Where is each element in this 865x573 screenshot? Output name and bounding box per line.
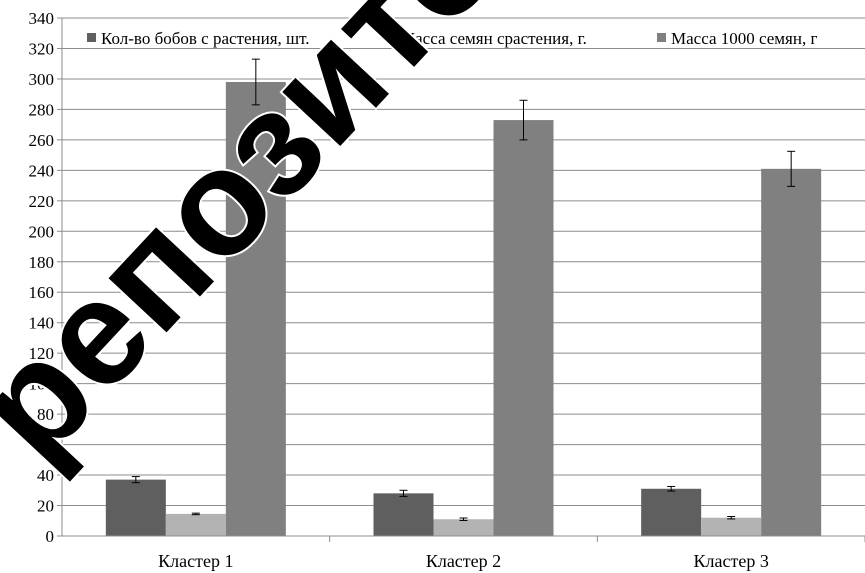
watermark: репозиторий <box>0 0 721 492</box>
bars <box>105 81 822 537</box>
y-tick-label: 280 <box>29 100 55 119</box>
axes <box>57 17 865 542</box>
x-category-label: Кластер 3 <box>694 551 769 571</box>
y-tick-label: 100 <box>29 375 55 394</box>
bar <box>433 519 494 536</box>
y-tick-label: 320 <box>29 39 55 58</box>
bar <box>373 493 434 536</box>
y-tick-label: 60 <box>37 436 54 455</box>
legend-swatch <box>386 33 395 42</box>
y-tick-label: 160 <box>29 283 55 302</box>
bar <box>701 517 762 536</box>
y-tick-label: 180 <box>29 253 55 272</box>
y-tick-label: 140 <box>29 314 55 333</box>
gridlines <box>62 17 865 507</box>
legend-label: Кол-во бобов с растения, шт. <box>101 29 310 48</box>
y-tick-label: 300 <box>29 70 55 89</box>
bar <box>105 479 166 536</box>
x-category-label: Кластер 2 <box>426 551 501 571</box>
y-tick-label: 120 <box>29 344 55 363</box>
legend: Кол-во бобов с растения, шт. Масса семян … <box>87 29 817 48</box>
y-tick-label: 0 <box>46 527 55 546</box>
y-tick-label: 40 <box>37 466 54 485</box>
bar <box>641 488 702 536</box>
error-bars <box>131 58 796 521</box>
y-tick-label: 260 <box>29 131 55 150</box>
x-category-labels: Кластер 1 Кластер 2 Кластер 3 <box>158 551 769 571</box>
bar <box>493 120 554 536</box>
y-tick-label: 240 <box>29 161 55 180</box>
bar <box>225 81 286 537</box>
y-tick-label: 80 <box>37 405 54 424</box>
y-tick-label: 200 <box>29 222 55 241</box>
y-tick-labels: 0 20 40 60 80 100 120 140 160 180 200 220 240 260 280 3… <box>29 9 55 546</box>
bar <box>165 513 226 536</box>
y-tick-label: 340 <box>29 9 55 28</box>
x-category-label: Кластер 1 <box>158 551 233 571</box>
watermark-text: репозиторий <box>0 0 721 492</box>
legend-swatch <box>87 33 96 42</box>
y-tick-label: 20 <box>37 497 54 516</box>
legend-swatch <box>657 33 666 42</box>
legend-label: Масса 1000 семян, г <box>671 29 817 48</box>
legend-label: Масса семян срастения, г. <box>400 29 587 48</box>
bar <box>761 168 822 536</box>
y-tick-label: 220 <box>29 192 55 211</box>
